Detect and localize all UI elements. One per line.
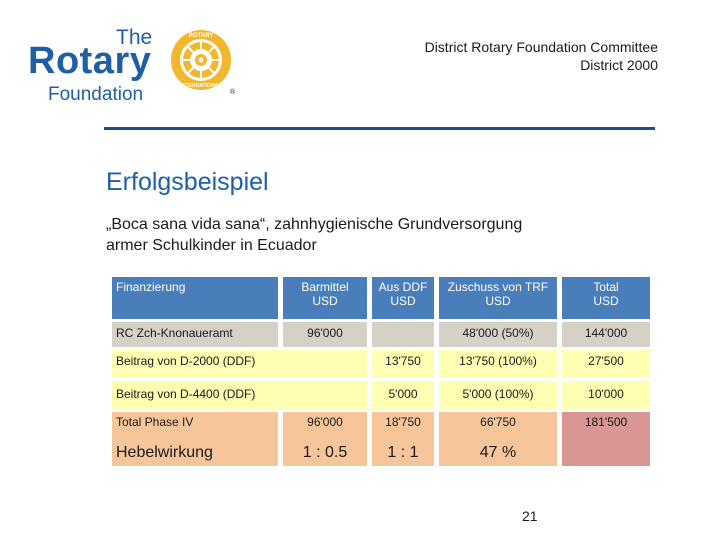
table-cell-cash: 96'000 — [283, 322, 367, 347]
header-committee: District Rotary Foundation Committee Dis… — [425, 38, 658, 74]
table-header-total: Total USD — [562, 277, 650, 319]
table-row-label: RC Zch-Knonaueramt — [112, 322, 278, 347]
logo-the: The — [116, 26, 153, 49]
table-cell-total: 181'500 — [562, 412, 650, 466]
table-header-financing: Finanzierung — [112, 277, 278, 319]
table-header-trf: Zuschuss von TRF USD — [439, 277, 557, 319]
logo-foundation: Foundation — [48, 84, 144, 105]
registered-mark: ® — [230, 88, 236, 96]
table-cell-total: 27'500 — [562, 350, 650, 378]
table-cell-trf: 48'000 (50%) — [439, 322, 557, 347]
table-cell-cash: 1 : 0.5 — [283, 438, 367, 466]
table-row-label: Total Phase IV — [112, 412, 278, 438]
table-cell-total: 10'000 — [562, 381, 650, 409]
table-cell-trf: 47 % — [439, 438, 557, 466]
table-cell-ddf: 13'750 — [372, 350, 434, 378]
wheel-ring-bottom: INTERNATIONAL — [181, 83, 221, 89]
table-cell-trf: 5'000 (100%) — [439, 381, 557, 409]
logo-rotary: Rotary — [28, 40, 152, 82]
table-header-cash: Barmittel USD — [283, 277, 367, 319]
table-cell-cash: 96'000 — [283, 412, 367, 438]
table-cell-ddf: 5'000 — [372, 381, 434, 409]
table-cell-trf: 13'750 (100%) — [439, 350, 557, 378]
table-cell-total: 144'000 — [562, 322, 650, 347]
rotary-foundation-logo: The Rotary Foundation ROTARY INTERNATION… — [28, 24, 248, 108]
header-line-1: District Rotary Foundation Committee — [424, 39, 658, 55]
header-line-2: District 2000 — [580, 57, 658, 73]
page-number: 21 — [522, 508, 538, 524]
table-header-ddf: Aus DDF USD — [372, 277, 434, 319]
table-cell-trf: 66'750 — [439, 412, 557, 438]
header-divider — [104, 127, 655, 130]
table-row-label: Hebelwirkung — [112, 438, 278, 466]
table-cell-ddf: 1 : 1 — [372, 438, 434, 466]
page-subtitle: „Boca sana vida sana“, zahnhygienische G… — [106, 216, 523, 254]
table-row-label: Beitrag von D-2000 (DDF) — [112, 350, 367, 378]
table-row-label: Beitrag von D-4400 (DDF) — [112, 381, 367, 409]
table-cell-ddf: 18'750 — [372, 412, 434, 438]
wheel-ring-top: ROTARY — [189, 33, 214, 39]
rotary-wheel-icon: ROTARY INTERNATIONAL ® — [171, 30, 236, 96]
table-cell-ddf-empty — [372, 322, 434, 347]
page-title: Erfolgsbeispiel — [106, 168, 269, 196]
